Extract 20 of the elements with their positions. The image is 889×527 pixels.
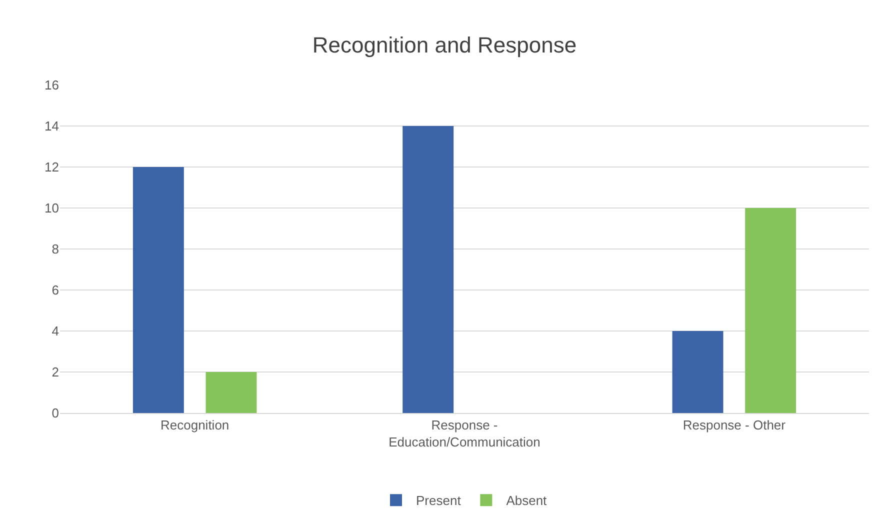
bar: [672, 331, 724, 413]
y-tick-label: 6: [52, 282, 59, 298]
x-tick-label: Response - Other: [682, 418, 786, 433]
bar: [402, 126, 454, 413]
y-tick-label: 10: [44, 200, 59, 216]
x-tick-label: Recognition: [160, 418, 230, 433]
y-tick-label: 16: [44, 78, 59, 93]
chart-title: Recognition and Response: [312, 32, 577, 58]
legend-label: Present: [416, 493, 462, 508]
y-tick-label: 12: [44, 160, 59, 175]
y-tick-label: 4: [52, 324, 59, 339]
y-tick-label: 14: [44, 118, 59, 134]
legend-label: Absent: [506, 493, 548, 508]
bar: [745, 208, 796, 413]
y-tick-label: 8: [52, 242, 59, 257]
y-tick-label: 0: [52, 406, 59, 421]
x-tick-label: Response - Education/Communication: [388, 418, 540, 450]
bar: [206, 372, 257, 413]
y-tick-label: 2: [52, 364, 59, 380]
bar: [132, 167, 184, 413]
